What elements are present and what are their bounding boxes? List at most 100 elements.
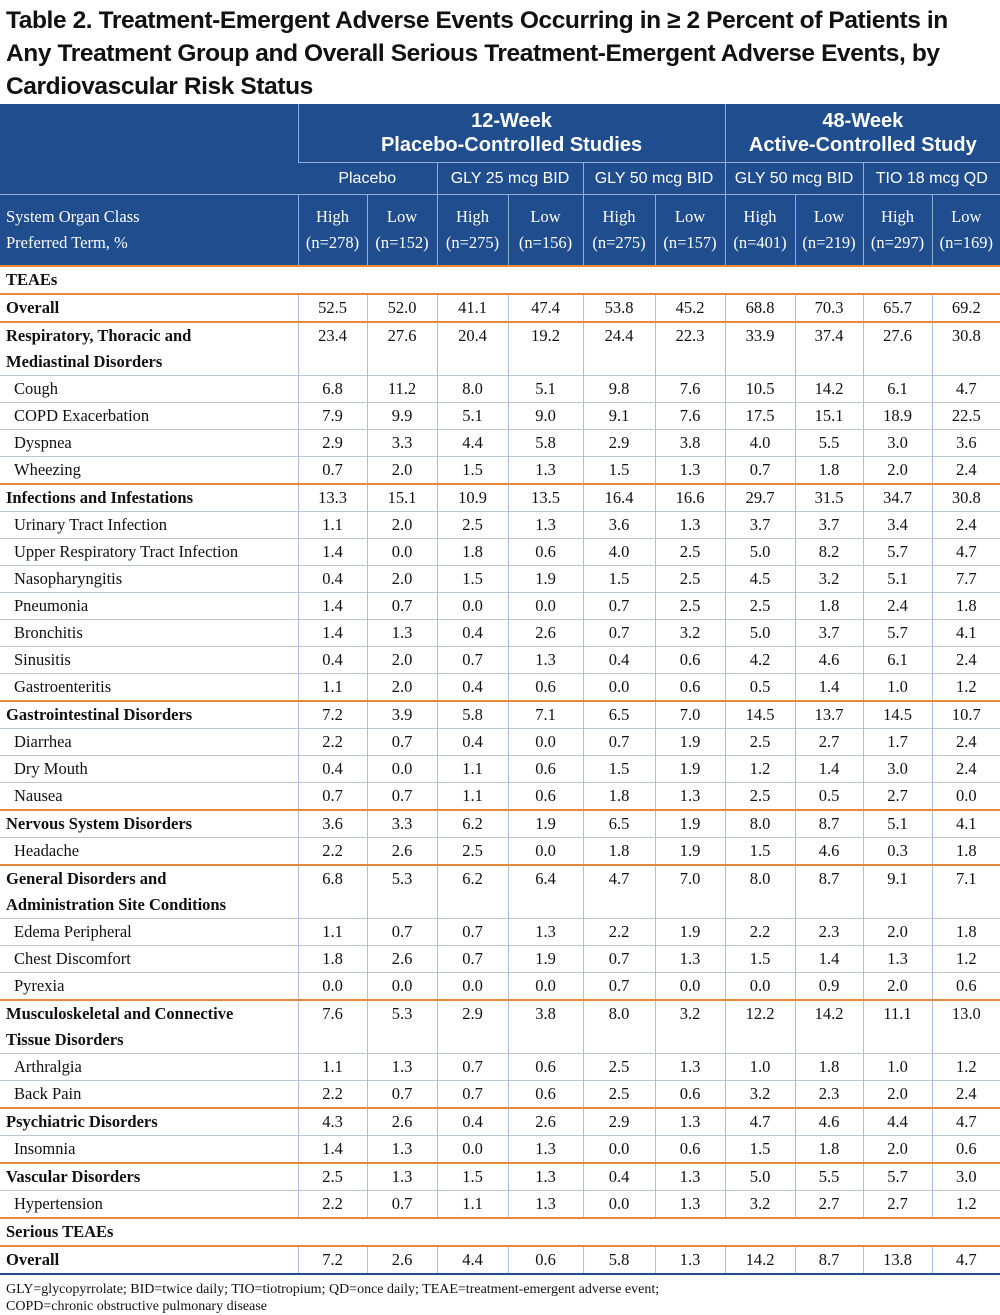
row-label-text: Bronchitis bbox=[14, 623, 83, 642]
row-label-text: Serious TEAEs bbox=[6, 1222, 114, 1241]
stub-label: System Organ Class bbox=[6, 207, 140, 226]
row-label: Hypertension bbox=[0, 1190, 298, 1218]
value-cell: 3.6 bbox=[582, 511, 655, 539]
term-row: Wheezing 0.7 2.0 1.5 1.3 1.5 1.3 0.7 1.8 2.0 2.4 bbox=[0, 456, 1000, 484]
value-cell: 3.8 bbox=[507, 999, 583, 1054]
value-cell: 4.7 bbox=[724, 1107, 796, 1136]
term-row: Pyrexia 0.0 0.0 0.0 0.0 0.7 0.0 0.0 0.9 2.0 0.6 bbox=[0, 972, 1000, 1000]
sample-size: (n=219) bbox=[802, 233, 856, 252]
value-cell: 2.2 bbox=[724, 918, 796, 946]
value-cell: 5.5 bbox=[794, 429, 864, 457]
value-cell: 4.6 bbox=[794, 1107, 864, 1136]
value-cell: 33.9 bbox=[724, 321, 796, 376]
value-cell: 2.4 bbox=[931, 456, 1000, 484]
row-label-text: Overall bbox=[6, 298, 60, 317]
value-cell: 2.2 bbox=[297, 837, 367, 865]
section-row: TEAEs bbox=[0, 265, 1000, 294]
value-cell: 0.9 bbox=[794, 972, 864, 1000]
table-header: 12-Week Placebo-Controlled Studies 48-Week… bbox=[0, 104, 1000, 266]
value-cell: 31.5 bbox=[794, 483, 864, 512]
row-label-line: Musculoskeletal and Connective bbox=[6, 1004, 234, 1023]
value-cell: 9.8 bbox=[582, 375, 655, 403]
value-cell: 1.3 bbox=[507, 1135, 583, 1163]
value-cell: 5.3 bbox=[366, 864, 437, 919]
subgroup-header: Placebo bbox=[298, 162, 437, 195]
column-header: High (n=275) bbox=[436, 194, 508, 266]
value-cell: 2.2 bbox=[297, 728, 367, 756]
value-cell: 2.2 bbox=[582, 918, 655, 946]
term-row: Bronchitis 1.4 1.3 0.4 2.6 0.7 3.2 5.0 3.7 5.7 4.1 bbox=[0, 619, 1000, 647]
risk-level: High bbox=[602, 207, 636, 226]
value-cell: 0.7 bbox=[436, 918, 508, 946]
row-label-text: TEAEs bbox=[6, 270, 58, 289]
value-cell: 3.0 bbox=[931, 1162, 1000, 1191]
category-row: Vascular Disorders 2.5 1.3 1.5 1.3 0.4 1.3 5.0 5… bbox=[0, 1162, 1000, 1191]
value-cell: 27.6 bbox=[862, 321, 933, 376]
value-cell: 2.0 bbox=[366, 511, 437, 539]
value-cell: 8.7 bbox=[794, 1245, 864, 1275]
risk-level: Low bbox=[530, 207, 561, 226]
value-cell: 4.4 bbox=[436, 1245, 508, 1275]
column-header: Low (n=157) bbox=[654, 194, 726, 266]
value-cell: 4.0 bbox=[724, 429, 796, 457]
category-row: Respiratory, Thoracic and Mediastinal Dis… bbox=[0, 321, 1000, 376]
value-cell: 1.4 bbox=[794, 945, 864, 973]
row-label-text: Diarrhea bbox=[14, 732, 72, 751]
value-cell: 0.6 bbox=[654, 1135, 726, 1163]
value-cell: 0.5 bbox=[794, 782, 864, 810]
value-cell: 2.2 bbox=[297, 1080, 367, 1108]
value-cell: 30.8 bbox=[931, 321, 1000, 376]
row-label: Cough bbox=[0, 375, 298, 403]
value-cell: 4.4 bbox=[436, 429, 508, 457]
value-cell: 5.7 bbox=[862, 1162, 933, 1191]
section-row: Serious TEAEs bbox=[0, 1217, 1000, 1246]
value-cell: 6.2 bbox=[436, 864, 508, 919]
row-label: Pyrexia bbox=[0, 972, 298, 1000]
subgroup-header: TIO 18 mcg QD bbox=[862, 162, 1000, 195]
category-row: Overall 7.2 2.6 4.4 0.6 5.8 1.3 14.2 8.7 13.8 4.7 bbox=[0, 1245, 1000, 1275]
value-cell: 13.8 bbox=[862, 1245, 933, 1275]
value-cell: 1.9 bbox=[654, 728, 726, 756]
value-cell: 7.1 bbox=[931, 864, 1000, 919]
value-cell: 6.1 bbox=[862, 375, 933, 403]
term-row: Insomnia 1.4 1.3 0.0 1.3 0.0 0.6 1.5 1.8 2.0 0.6 bbox=[0, 1135, 1000, 1163]
footnote-line: GLY=glycopyrrolate; BID=twice daily; TIO… bbox=[6, 1282, 660, 1297]
value-cell: 0.0 bbox=[582, 1135, 655, 1163]
value-cell: 1.9 bbox=[507, 809, 583, 838]
value-cell: 1.5 bbox=[582, 565, 655, 593]
value-cell: 3.7 bbox=[724, 511, 796, 539]
value-cell: 1.3 bbox=[366, 1162, 437, 1191]
value-cell: 6.5 bbox=[582, 700, 655, 729]
value-cell: 4.2 bbox=[724, 646, 796, 674]
sample-size: (n=169) bbox=[939, 233, 993, 252]
value-cell: 0.6 bbox=[507, 1080, 583, 1108]
row-label: Headache bbox=[0, 837, 298, 865]
value-cell: 1.5 bbox=[582, 755, 655, 783]
value-cell: 5.8 bbox=[507, 429, 583, 457]
value-cell: 2.5 bbox=[724, 728, 796, 756]
value-cell: 1.8 bbox=[436, 538, 508, 566]
value-cell: 2.0 bbox=[366, 673, 437, 701]
row-label-text: Gastrointestinal Disorders bbox=[6, 705, 193, 724]
value-cell: 0.7 bbox=[366, 728, 437, 756]
value-cell: 2.4 bbox=[931, 511, 1000, 539]
risk-level: High bbox=[743, 207, 777, 226]
value-cell: 2.0 bbox=[862, 456, 933, 484]
value-cell: 9.1 bbox=[582, 402, 655, 430]
value-cell: 0.6 bbox=[931, 1135, 1000, 1163]
row-label-text: Back Pain bbox=[14, 1084, 82, 1103]
row-label-text: Overall bbox=[6, 1250, 60, 1269]
category-row: Nervous System Disorders 3.6 3.3 6.2 1.9 6.5 1… bbox=[0, 809, 1000, 838]
value-cell: 8.0 bbox=[582, 999, 655, 1054]
value-cell: 2.5 bbox=[582, 1080, 655, 1108]
value-cell: 30.8 bbox=[931, 483, 1000, 512]
value-cell: 4.1 bbox=[931, 809, 1000, 838]
value-cell: 1.4 bbox=[794, 673, 864, 701]
value-cell: 8.7 bbox=[794, 809, 864, 838]
value-cell: 10.9 bbox=[436, 483, 508, 512]
value-cell: 1.1 bbox=[436, 782, 508, 810]
value-cell: 2.0 bbox=[862, 972, 933, 1000]
value-cell: 0.0 bbox=[366, 755, 437, 783]
row-label-text: Wheezing bbox=[14, 460, 81, 479]
value-cell: 1.8 bbox=[931, 837, 1000, 865]
